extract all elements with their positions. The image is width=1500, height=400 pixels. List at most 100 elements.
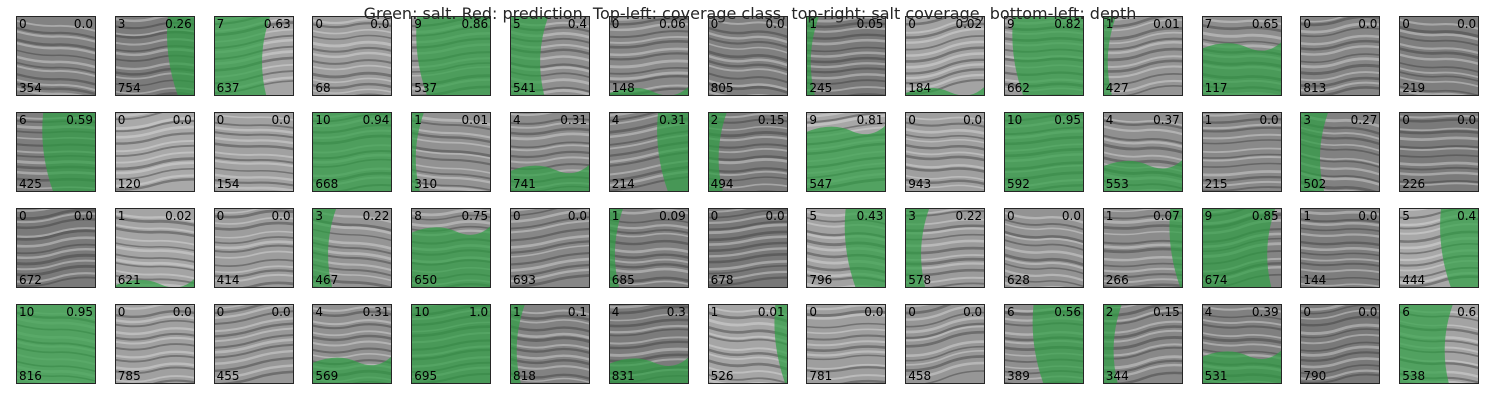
seismic-image [1103, 17, 1182, 95]
image-tile: 0 0.0 693 [510, 208, 590, 288]
image-tile: 4 0.31 214 [608, 112, 689, 192]
salt-mask [1169, 209, 1182, 287]
salt-mask [1301, 113, 1329, 191]
salt-mask [1012, 17, 1083, 95]
seismic-image [313, 209, 392, 287]
salt-mask [1005, 113, 1083, 191]
salt-mask [511, 164, 589, 191]
seismic-image [214, 113, 293, 191]
seismic-image [511, 209, 589, 287]
salt-mask [1400, 305, 1453, 383]
image-tile: 0 0.0 790 [1300, 304, 1381, 384]
seismic-image [708, 113, 787, 191]
figure-title: Green: salt. Red: prediction. Top-left: … [363, 4, 1137, 23]
seismic-image [412, 17, 491, 95]
salt-mask [845, 209, 886, 287]
salt-mask [1103, 17, 1116, 95]
seismic-image [807, 209, 886, 287]
seismic-image [313, 113, 392, 191]
seismic-image [1202, 113, 1281, 191]
seismic-image [807, 113, 886, 191]
salt-mask [807, 125, 886, 191]
salt-mask [708, 113, 727, 191]
seismic-image [906, 17, 985, 95]
seismic-image [1103, 209, 1182, 287]
image-tile: 0 0.0 354 [16, 16, 96, 96]
image-tile: 3 0.22 467 [312, 208, 393, 288]
salt-mask [412, 113, 424, 191]
image-tile: 2 0.15 494 [707, 112, 788, 192]
image-tile: 0 0.0 219 [1399, 16, 1480, 96]
image-tile: 1 0.09 685 [608, 208, 689, 288]
seismic-image [708, 209, 787, 287]
seismic-image [17, 113, 95, 191]
seismic-image [609, 209, 688, 287]
image-tile: 0 0.0 785 [114, 304, 195, 384]
image-tile: 4 0.39 531 [1201, 304, 1282, 384]
seismic-image [115, 17, 194, 95]
image-tile: 0 0.0 672 [16, 208, 96, 288]
salt-mask [1032, 305, 1083, 383]
seismic-image [313, 305, 392, 383]
salt-mask [42, 113, 95, 191]
image-tile: 9 0.82 662 [1004, 16, 1084, 96]
seismic-image [609, 17, 688, 95]
seismic-image [511, 113, 589, 191]
seismic-image [214, 17, 293, 95]
image-tile: 1 0.02 621 [114, 208, 195, 288]
image-tile: 10 0.95 592 [1004, 112, 1084, 192]
seismic-image [1301, 113, 1380, 191]
image-tile: 4 0.31 569 [312, 304, 393, 384]
image-tile: 0 0.0 781 [806, 304, 887, 384]
seismic-image [609, 305, 688, 383]
seismic-image [17, 305, 95, 383]
salt-mask [609, 209, 623, 287]
salt-mask [774, 305, 787, 383]
image-tile: 0 0.02 184 [905, 16, 986, 96]
seismic-image [906, 209, 985, 287]
seismic-image [1202, 17, 1281, 95]
seismic-image [1301, 17, 1380, 95]
image-tile: 1 0.0 215 [1201, 112, 1282, 192]
seismic-image [807, 305, 886, 383]
seismic-image [511, 17, 589, 95]
seismic-image [17, 17, 95, 95]
salt-mask [511, 17, 549, 95]
image-tile: 0 0.0 154 [213, 112, 294, 192]
salt-mask [214, 17, 270, 95]
image-tile: 1 0.01 427 [1102, 16, 1183, 96]
salt-mask [609, 87, 688, 95]
seismic-image [1005, 305, 1083, 383]
image-tile: 9 0.86 537 [411, 16, 492, 96]
image-tile: 1 0.1 818 [510, 304, 590, 384]
seismic-image [1202, 209, 1281, 287]
image-tile: 10 0.95 816 [16, 304, 96, 384]
image-tile: 6 0.59 425 [16, 112, 96, 192]
image-tile: 8 0.75 650 [411, 208, 492, 288]
salt-mask [906, 209, 930, 287]
seismic-image [1103, 113, 1182, 191]
seismic-image [412, 113, 491, 191]
salt-mask [1202, 350, 1281, 383]
salt-mask [313, 209, 337, 287]
image-tile: 6 0.6 538 [1399, 304, 1480, 384]
image-tile: 0 0.0 68 [312, 16, 393, 96]
seismic-image [115, 113, 194, 191]
seismic-image [609, 113, 688, 191]
salt-mask [313, 356, 392, 383]
salt-mask [412, 226, 491, 287]
salt-mask [609, 357, 688, 383]
image-tile: 0 0.0 678 [707, 208, 788, 288]
image-tile: 9 0.81 547 [806, 112, 887, 192]
seismic-image [1103, 305, 1182, 383]
seismic-image [1400, 17, 1479, 95]
salt-mask [412, 305, 491, 383]
seismic-image [708, 305, 787, 383]
salt-mask [1202, 209, 1275, 287]
seismic-image [412, 305, 491, 383]
image-tile: 0 0.0 805 [707, 16, 788, 96]
seismic-image [906, 113, 985, 191]
image-tile: 5 0.43 796 [806, 208, 887, 288]
seismic-image [1301, 209, 1380, 287]
